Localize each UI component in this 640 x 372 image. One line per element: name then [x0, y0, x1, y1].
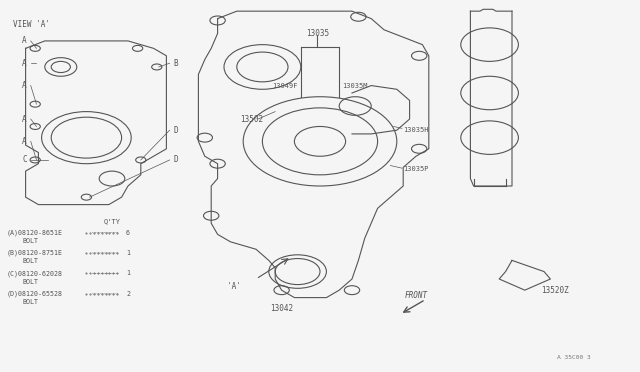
Text: A: A — [22, 115, 27, 124]
Text: 1: 1 — [126, 250, 130, 256]
Text: (A)08120-8651E: (A)08120-8651E — [6, 229, 63, 236]
Text: A 35C00 3: A 35C00 3 — [557, 355, 591, 360]
Text: 13035P: 13035P — [403, 166, 429, 172]
Text: 2: 2 — [126, 291, 130, 297]
Text: A: A — [22, 36, 27, 45]
Text: BOLT: BOLT — [22, 238, 38, 244]
Text: FRONT: FRONT — [405, 291, 428, 300]
Text: A: A — [22, 81, 27, 90]
Text: (C)08120-62028: (C)08120-62028 — [6, 270, 63, 277]
Text: 1: 1 — [126, 270, 130, 276]
Text: BOLT: BOLT — [22, 299, 38, 305]
Text: A: A — [22, 137, 27, 146]
Text: (B)08120-8751E: (B)08120-8751E — [6, 250, 63, 256]
Text: 13502: 13502 — [240, 115, 263, 124]
Text: VIEW 'A': VIEW 'A' — [13, 20, 50, 29]
Text: Q'TY: Q'TY — [104, 218, 120, 224]
Text: 13035M: 13035M — [342, 83, 368, 89]
Text: C: C — [22, 155, 27, 164]
Text: 6: 6 — [126, 230, 130, 235]
Text: 13520Z: 13520Z — [541, 286, 568, 295]
Text: 'A': 'A' — [227, 282, 241, 291]
Text: 13035: 13035 — [306, 29, 329, 38]
Text: B: B — [173, 59, 179, 68]
Text: BOLT: BOLT — [22, 258, 38, 264]
Text: A: A — [22, 59, 27, 68]
Text: (D)08120-65528: (D)08120-65528 — [6, 291, 63, 297]
Text: 13042: 13042 — [270, 304, 293, 313]
Text: BOLT: BOLT — [22, 279, 38, 285]
Text: 13049F: 13049F — [272, 83, 298, 89]
Text: D: D — [173, 155, 179, 164]
Text: D: D — [173, 126, 179, 135]
Text: 13035H: 13035H — [403, 127, 429, 133]
